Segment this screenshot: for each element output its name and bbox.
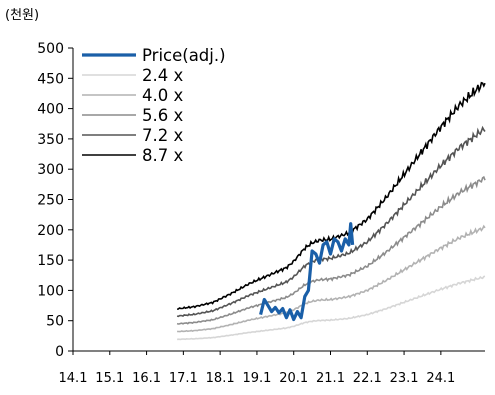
- y-tick-label: 50: [46, 314, 64, 330]
- y-tick-label: 100: [37, 283, 64, 299]
- band-line: [176, 125, 486, 318]
- x-tick-label: 17.1: [169, 371, 198, 386]
- legend-label: 5.6 x: [142, 106, 183, 125]
- y-unit-label: (천원): [5, 8, 39, 23]
- x-tick-label: 23.1: [390, 371, 419, 386]
- x-tick-label: 16.1: [132, 371, 161, 386]
- band-line: [177, 224, 486, 333]
- legend-label: 4.0 x: [142, 86, 183, 105]
- legend-label: 8.7 x: [142, 146, 183, 165]
- y-tick-label: 450: [37, 71, 64, 87]
- x-tick-label: 14.1: [59, 371, 88, 386]
- band-line: [176, 81, 486, 310]
- x-tick-label: 18.1: [206, 371, 235, 386]
- band-line: [176, 175, 486, 325]
- legend-label: 2.4 x: [142, 66, 183, 85]
- y-tick-label: 0: [55, 344, 64, 360]
- price-line: [259, 222, 355, 322]
- x-tick-label: 24.1: [426, 371, 455, 386]
- x-tick-label: 20.1: [279, 371, 308, 386]
- x-tick-label: 21.1: [316, 371, 345, 386]
- axes: 0 50 100 150 200 250 300 350 400 450 500 14.1 15.1 16…: [37, 41, 485, 386]
- y-tick-label: 200: [37, 223, 64, 239]
- legend: Price(adj.)2.4 x4.0 x5.6 x7.2 x8.7 x: [82, 46, 226, 165]
- y-tick-label: 500: [37, 41, 64, 57]
- y-tick-label: 350: [37, 132, 64, 148]
- y-tick-label: 150: [37, 253, 64, 269]
- x-tick-label: 19.1: [242, 371, 271, 386]
- x-tick-label: 22.1: [353, 371, 382, 386]
- legend-label: 7.2 x: [142, 126, 183, 145]
- y-tick-label: 250: [37, 193, 64, 209]
- legend-label: Price(adj.): [142, 46, 226, 65]
- y-tick-label: 300: [37, 162, 64, 178]
- y-tick-label: 400: [37, 102, 64, 118]
- x-tick-label: 15.1: [95, 371, 124, 386]
- band-line: [176, 275, 486, 341]
- series-lines: [176, 81, 486, 341]
